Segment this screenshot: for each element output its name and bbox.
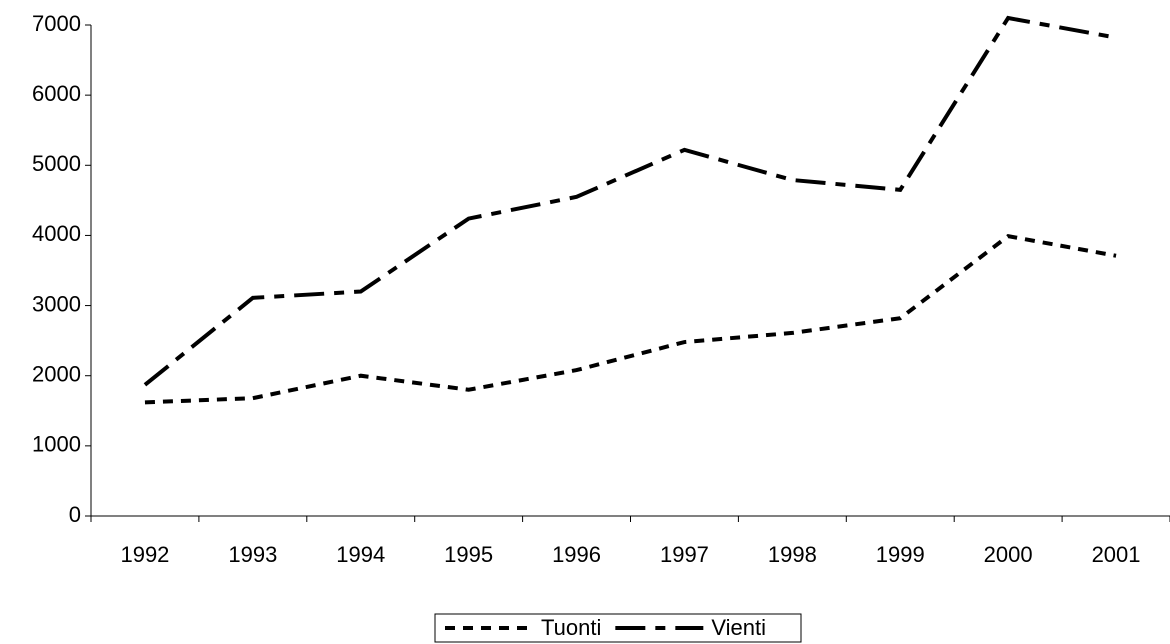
y-tick-label: 3000 [32, 291, 81, 316]
legend-label: Vienti [711, 615, 766, 640]
y-tick-label: 6000 [32, 81, 81, 106]
x-tick-label: 2000 [984, 542, 1033, 567]
y-tick-label: 4000 [32, 221, 81, 246]
y-tick-label: 5000 [32, 151, 81, 176]
series-line [143, 15, 1117, 387]
y-tick-label: 1000 [32, 432, 81, 457]
x-tick-label: 1992 [120, 542, 169, 567]
y-tick-label: 7000 [32, 11, 81, 36]
legend-label: Tuonti [541, 615, 601, 640]
x-tick-label: 1995 [444, 542, 493, 567]
series-line [144, 234, 1117, 405]
x-tick-label: 2001 [1092, 542, 1141, 567]
x-tick-label: 1994 [336, 542, 385, 567]
x-tick-label: 1999 [876, 542, 925, 567]
x-tick-label: 1997 [660, 542, 709, 567]
y-tick-label: 2000 [32, 362, 81, 387]
y-tick-label: 0 [69, 502, 81, 527]
x-tick-label: 1998 [768, 542, 817, 567]
x-tick-label: 1996 [552, 542, 601, 567]
x-tick-label: 1993 [228, 542, 277, 567]
